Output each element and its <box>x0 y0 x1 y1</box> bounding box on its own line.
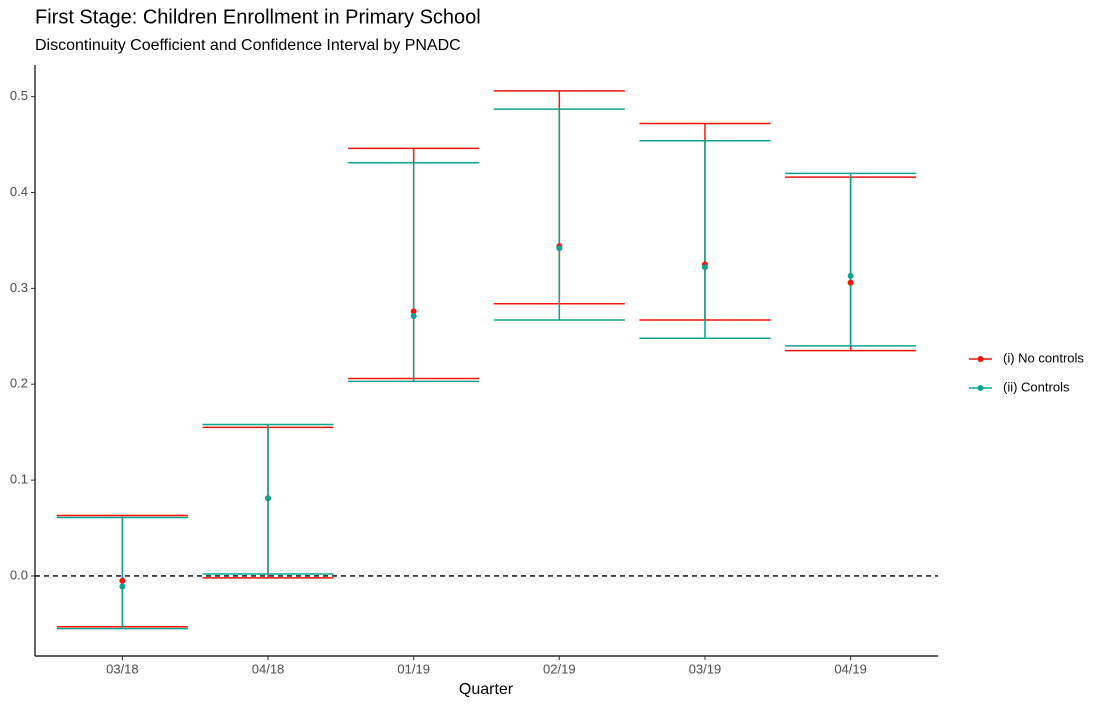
point <box>847 272 854 279</box>
point <box>119 583 126 590</box>
legend-point <box>977 385 984 391</box>
y-tick-label: 0.2 <box>10 376 28 391</box>
x-tick-label: 01/19 <box>397 661 430 676</box>
y-tick-label: 0.0 <box>10 567 28 582</box>
chart-subtitle: Discontinuity Coefficient and Confidence… <box>35 37 461 54</box>
legend-point <box>977 356 984 362</box>
x-tick-label: 04/19 <box>834 661 867 676</box>
x-axis-label: Quarter <box>459 681 514 698</box>
y-tick-label: 0.4 <box>10 184 28 199</box>
x-tick-label: 03/19 <box>689 661 722 676</box>
y-tick-label: 0.1 <box>10 472 28 487</box>
chart-title: First Stage: Children Enrollment in Prim… <box>35 6 481 28</box>
legend-label: (ii) Controls <box>1003 379 1070 394</box>
y-tick-label: 0.5 <box>10 88 28 103</box>
point <box>556 245 563 252</box>
y-tick-label: 0.3 <box>10 280 28 295</box>
point <box>410 313 417 320</box>
x-tick-label: 03/18 <box>106 661 139 676</box>
point <box>119 577 126 584</box>
legend-label: (i) No controls <box>1003 350 1084 365</box>
x-tick-label: 02/19 <box>543 661 576 676</box>
x-tick-label: 04/18 <box>252 661 285 676</box>
point <box>847 279 854 286</box>
point <box>410 308 417 315</box>
point <box>701 264 708 271</box>
point <box>265 495 272 502</box>
